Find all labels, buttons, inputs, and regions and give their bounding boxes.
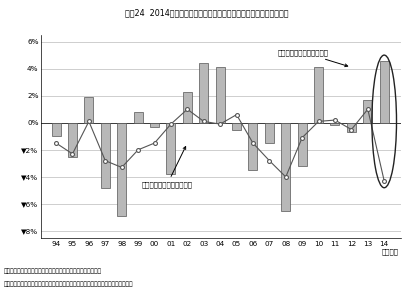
Text: （注）消費税収の上（下）振れ幅は当初予算と決算の乖離幅。: （注）消費税収の上（下）振れ幅は当初予算と決算の乖離幅。 xyxy=(4,269,102,274)
Bar xyxy=(281,123,290,211)
Text: 図表24  2014年度は個人消費下振れにもかかわらず消費税収が上振れ: 図表24 2014年度は個人消費下振れにもかかわらず消費税収が上振れ xyxy=(125,9,288,18)
Bar xyxy=(166,123,176,174)
Bar xyxy=(330,123,339,126)
Bar xyxy=(265,123,274,143)
Bar xyxy=(84,97,93,123)
Text: 消費税収の上（下）振れ幅: 消費税収の上（下）振れ幅 xyxy=(278,49,348,67)
Bar xyxy=(68,123,77,157)
Bar xyxy=(199,63,208,123)
Bar xyxy=(216,67,225,123)
Bar xyxy=(380,61,389,123)
Bar xyxy=(298,123,307,166)
Text: 個人消費の上（下）振れ幅は名目個人消費の政府見通しと実績値の乖離幅。: 個人消費の上（下）振れ幅は名目個人消費の政府見通しと実績値の乖離幅。 xyxy=(4,281,134,287)
Bar xyxy=(52,123,61,136)
Bar xyxy=(363,100,372,123)
Text: 個人消費の上（下）振れ幅: 個人消費の上（下）振れ幅 xyxy=(141,146,192,188)
Text: （年度）: （年度） xyxy=(382,249,399,255)
Bar xyxy=(314,67,323,123)
Bar xyxy=(183,92,192,123)
Bar xyxy=(232,123,241,130)
Bar xyxy=(249,123,257,170)
Bar xyxy=(150,123,159,127)
Bar xyxy=(133,112,142,123)
Bar xyxy=(347,123,356,132)
Bar xyxy=(101,123,110,188)
Bar xyxy=(117,123,126,216)
